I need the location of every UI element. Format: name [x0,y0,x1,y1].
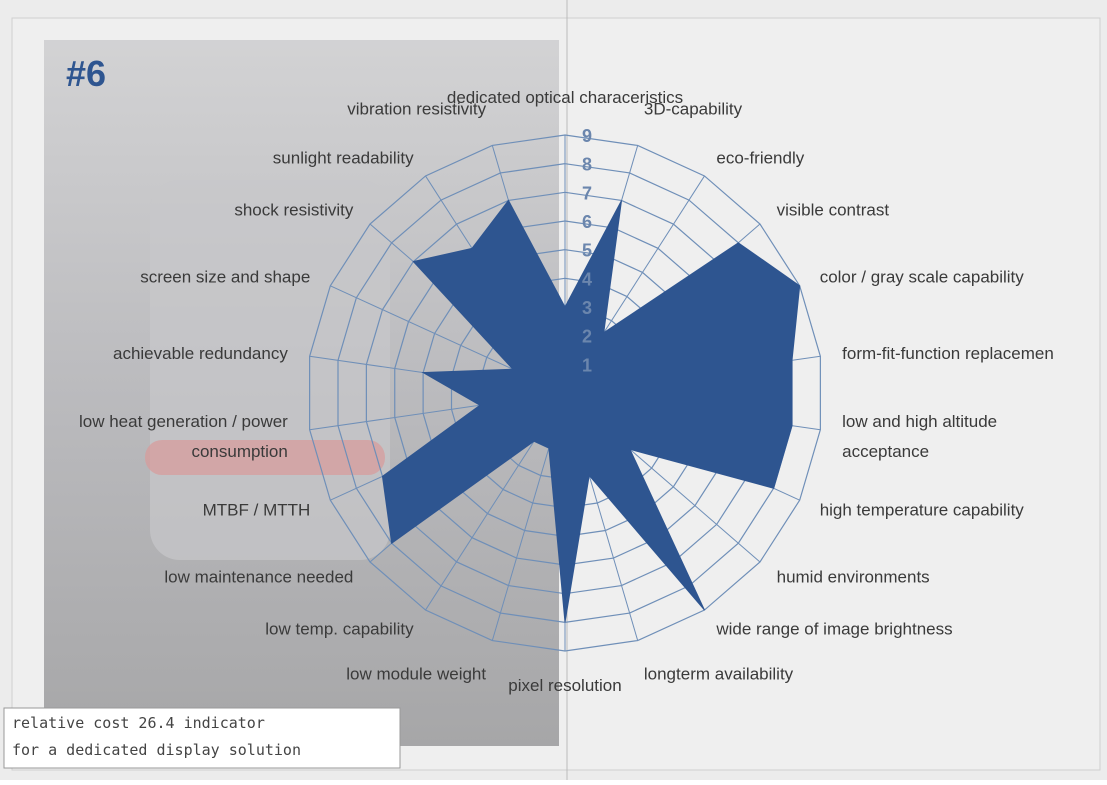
category-label: consumption [191,442,287,461]
category-label: 3D-capability [644,99,743,118]
y-tick-label: 2 [582,327,592,347]
data-area [381,199,801,623]
category-label: screen size and shape [140,268,310,287]
category-label: low temp. capability [265,620,414,639]
note-line: relative cost 26.4 indicator [12,714,265,732]
category-label: longterm availability [644,665,794,684]
y-tick-label: 5 [582,241,592,261]
y-tick-label: 7 [582,183,592,203]
y-tick-label: 3 [582,298,592,318]
y-tick-label: 4 [582,269,592,289]
y-tick-label: 9 [582,126,592,146]
category-label: low module weight [346,665,486,684]
category-label: color / gray scale capability [820,268,1025,287]
category-label: low heat generation / power [79,412,288,431]
category-label: visible contrast [777,201,890,220]
category-label: humid environments [777,567,930,586]
category-label: acceptance [842,442,929,461]
category-label: achievable redundancy [113,344,288,363]
category-label: vibration resistivity [347,99,486,118]
category-label: dedicated optical characeristics [447,88,683,107]
category-label: low and high altitude [842,412,997,431]
category-label: eco-friendly [716,148,804,167]
y-tick-label: 8 [582,155,592,175]
y-tick-label: 6 [582,212,592,232]
category-label: high temperature capability [820,500,1025,519]
category-label: form-fit-function replacemen [842,344,1054,363]
category-label: wide range of image brightness [715,620,952,639]
note-line: for a dedicated display solution [12,741,301,759]
category-label: MTBF / MTTH [203,500,311,519]
category-label: shock resistivity [234,201,354,220]
plot: 1 2 3 4 5 6 7 8 9 dedicated optical characeristic… [79,88,1054,695]
train-light [145,440,385,475]
chart-title: #6 [66,53,106,94]
category-label: low maintenance needed [164,567,353,586]
category-label: sunlight readability [273,148,414,167]
note-box [3,707,401,769]
category-label: pixel resolution [508,676,621,695]
y-tick-label: 1 [582,355,592,375]
